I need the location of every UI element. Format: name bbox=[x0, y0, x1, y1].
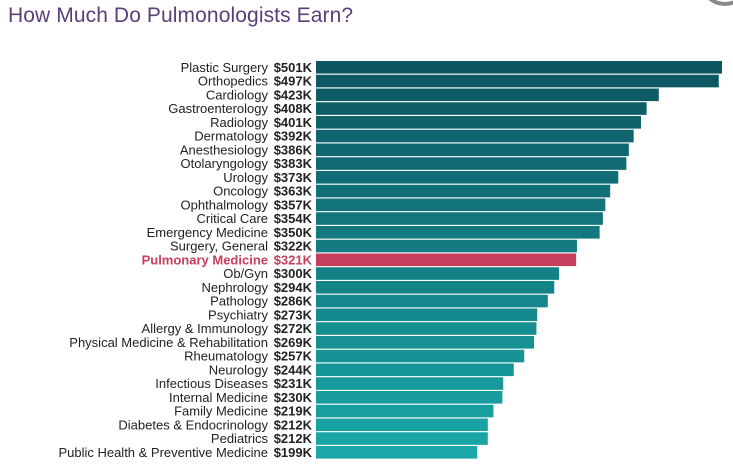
category-label: Urology bbox=[223, 170, 268, 185]
bar-otolaryngology bbox=[316, 157, 627, 170]
bar-orthopedics bbox=[316, 74, 719, 88]
value-label: $321K bbox=[274, 252, 313, 267]
value-label: $497K bbox=[274, 74, 313, 89]
value-label: $212K bbox=[274, 431, 313, 446]
bar-ophthalmology bbox=[316, 198, 606, 212]
bar-ob-gyn bbox=[316, 267, 560, 280]
bar-anesthesiology bbox=[316, 143, 629, 157]
category-label: Psychiatry bbox=[208, 307, 268, 322]
bar-infectious-diseases bbox=[316, 377, 504, 390]
bar-cardiology bbox=[316, 88, 659, 102]
category-label: Physical Medicine & Rehabilitation bbox=[69, 335, 268, 350]
bar-pediatrics bbox=[316, 432, 488, 445]
value-label: $269K bbox=[274, 335, 313, 350]
category-label: Surgery, General bbox=[170, 239, 268, 254]
value-label: $257K bbox=[274, 349, 313, 364]
category-label: Critical Care bbox=[196, 211, 268, 226]
value-label: $401K bbox=[274, 115, 313, 130]
value-label: $231K bbox=[274, 376, 313, 391]
bar-radiology bbox=[316, 116, 641, 129]
value-label: $354K bbox=[274, 211, 313, 226]
value-label: $373K bbox=[274, 170, 313, 185]
value-label: $272K bbox=[274, 321, 313, 336]
value-label: $383K bbox=[274, 156, 313, 171]
bar-rheumatology bbox=[316, 349, 525, 363]
bar-psychiatry bbox=[316, 308, 538, 322]
value-label: $322K bbox=[274, 239, 313, 254]
bar-critical-care bbox=[316, 212, 603, 225]
category-label: Infectious Diseases bbox=[155, 376, 268, 391]
value-label: $501K bbox=[274, 60, 313, 75]
value-label: $199K bbox=[274, 445, 313, 460]
bar-pathology bbox=[316, 294, 548, 308]
category-label: Diabetes & Endocrinology bbox=[118, 417, 268, 432]
category-label: Ob/Gyn bbox=[223, 266, 268, 281]
bar-public-health-preventive-medicine bbox=[316, 446, 478, 459]
value-label: $286K bbox=[274, 294, 313, 309]
category-label: Nephrology bbox=[202, 280, 269, 295]
bar-family-medicine bbox=[316, 404, 494, 418]
category-label: Radiology bbox=[210, 115, 268, 130]
bar-nephrology bbox=[316, 281, 555, 294]
category-label: Rheumatology bbox=[184, 349, 268, 364]
bar-urology bbox=[316, 171, 619, 184]
value-label: $244K bbox=[274, 362, 313, 377]
bar-pulmonary-medicine bbox=[316, 253, 577, 267]
category-label: Plastic Surgery bbox=[181, 60, 269, 75]
value-label: $273K bbox=[274, 307, 313, 322]
category-label: Neurology bbox=[209, 362, 269, 377]
value-label: $350K bbox=[274, 225, 313, 240]
category-label: Oncology bbox=[213, 184, 268, 199]
category-label: Dermatology bbox=[194, 129, 268, 144]
value-label: $363K bbox=[274, 184, 313, 199]
bar-diabetes-endocrinology bbox=[316, 418, 488, 432]
chart-title: How Much Do Pulmonologists Earn? bbox=[8, 4, 354, 27]
bar-internal-medicine bbox=[316, 391, 503, 404]
bar-physical-medicine-rehabilitation bbox=[316, 336, 534, 349]
category-label: Pulmonary Medicine bbox=[142, 252, 268, 267]
bar-surgery-general bbox=[316, 239, 577, 253]
category-label: Cardiology bbox=[206, 87, 269, 102]
value-label: $230K bbox=[274, 390, 313, 405]
value-label: $408K bbox=[274, 101, 313, 116]
category-label: Emergency Medicine bbox=[147, 225, 268, 240]
category-label: Pediatrics bbox=[211, 431, 269, 446]
value-label: $219K bbox=[274, 404, 313, 419]
bar-plastic-surgery bbox=[316, 61, 722, 74]
bar-emergency-medicine bbox=[316, 226, 600, 239]
category-label: Otolaryngology bbox=[181, 156, 269, 171]
category-label: Public Health & Preventive Medicine bbox=[58, 445, 268, 460]
category-label: Ophthalmology bbox=[181, 197, 269, 212]
bar-neurology bbox=[316, 363, 514, 377]
category-label: Family Medicine bbox=[174, 404, 268, 419]
bar-allergy-immunology bbox=[316, 322, 537, 335]
bar-oncology bbox=[316, 184, 611, 198]
category-label: Gastroenterology bbox=[168, 101, 268, 116]
category-label: Internal Medicine bbox=[169, 390, 268, 405]
value-label: $294K bbox=[274, 280, 313, 295]
bar-gastroenterology bbox=[316, 102, 647, 115]
value-label: $357K bbox=[274, 197, 313, 212]
category-label: Allergy & Immunology bbox=[142, 321, 269, 336]
value-label: $423K bbox=[274, 87, 313, 102]
category-label: Anesthesiology bbox=[180, 142, 269, 157]
value-label: $300K bbox=[274, 266, 313, 281]
value-label: $212K bbox=[274, 417, 313, 432]
category-label: Orthopedics bbox=[198, 74, 269, 89]
category-label: Pathology bbox=[210, 294, 268, 309]
value-label: $386K bbox=[274, 142, 313, 157]
value-label: $392K bbox=[274, 129, 313, 144]
bar-dermatology bbox=[316, 129, 634, 143]
